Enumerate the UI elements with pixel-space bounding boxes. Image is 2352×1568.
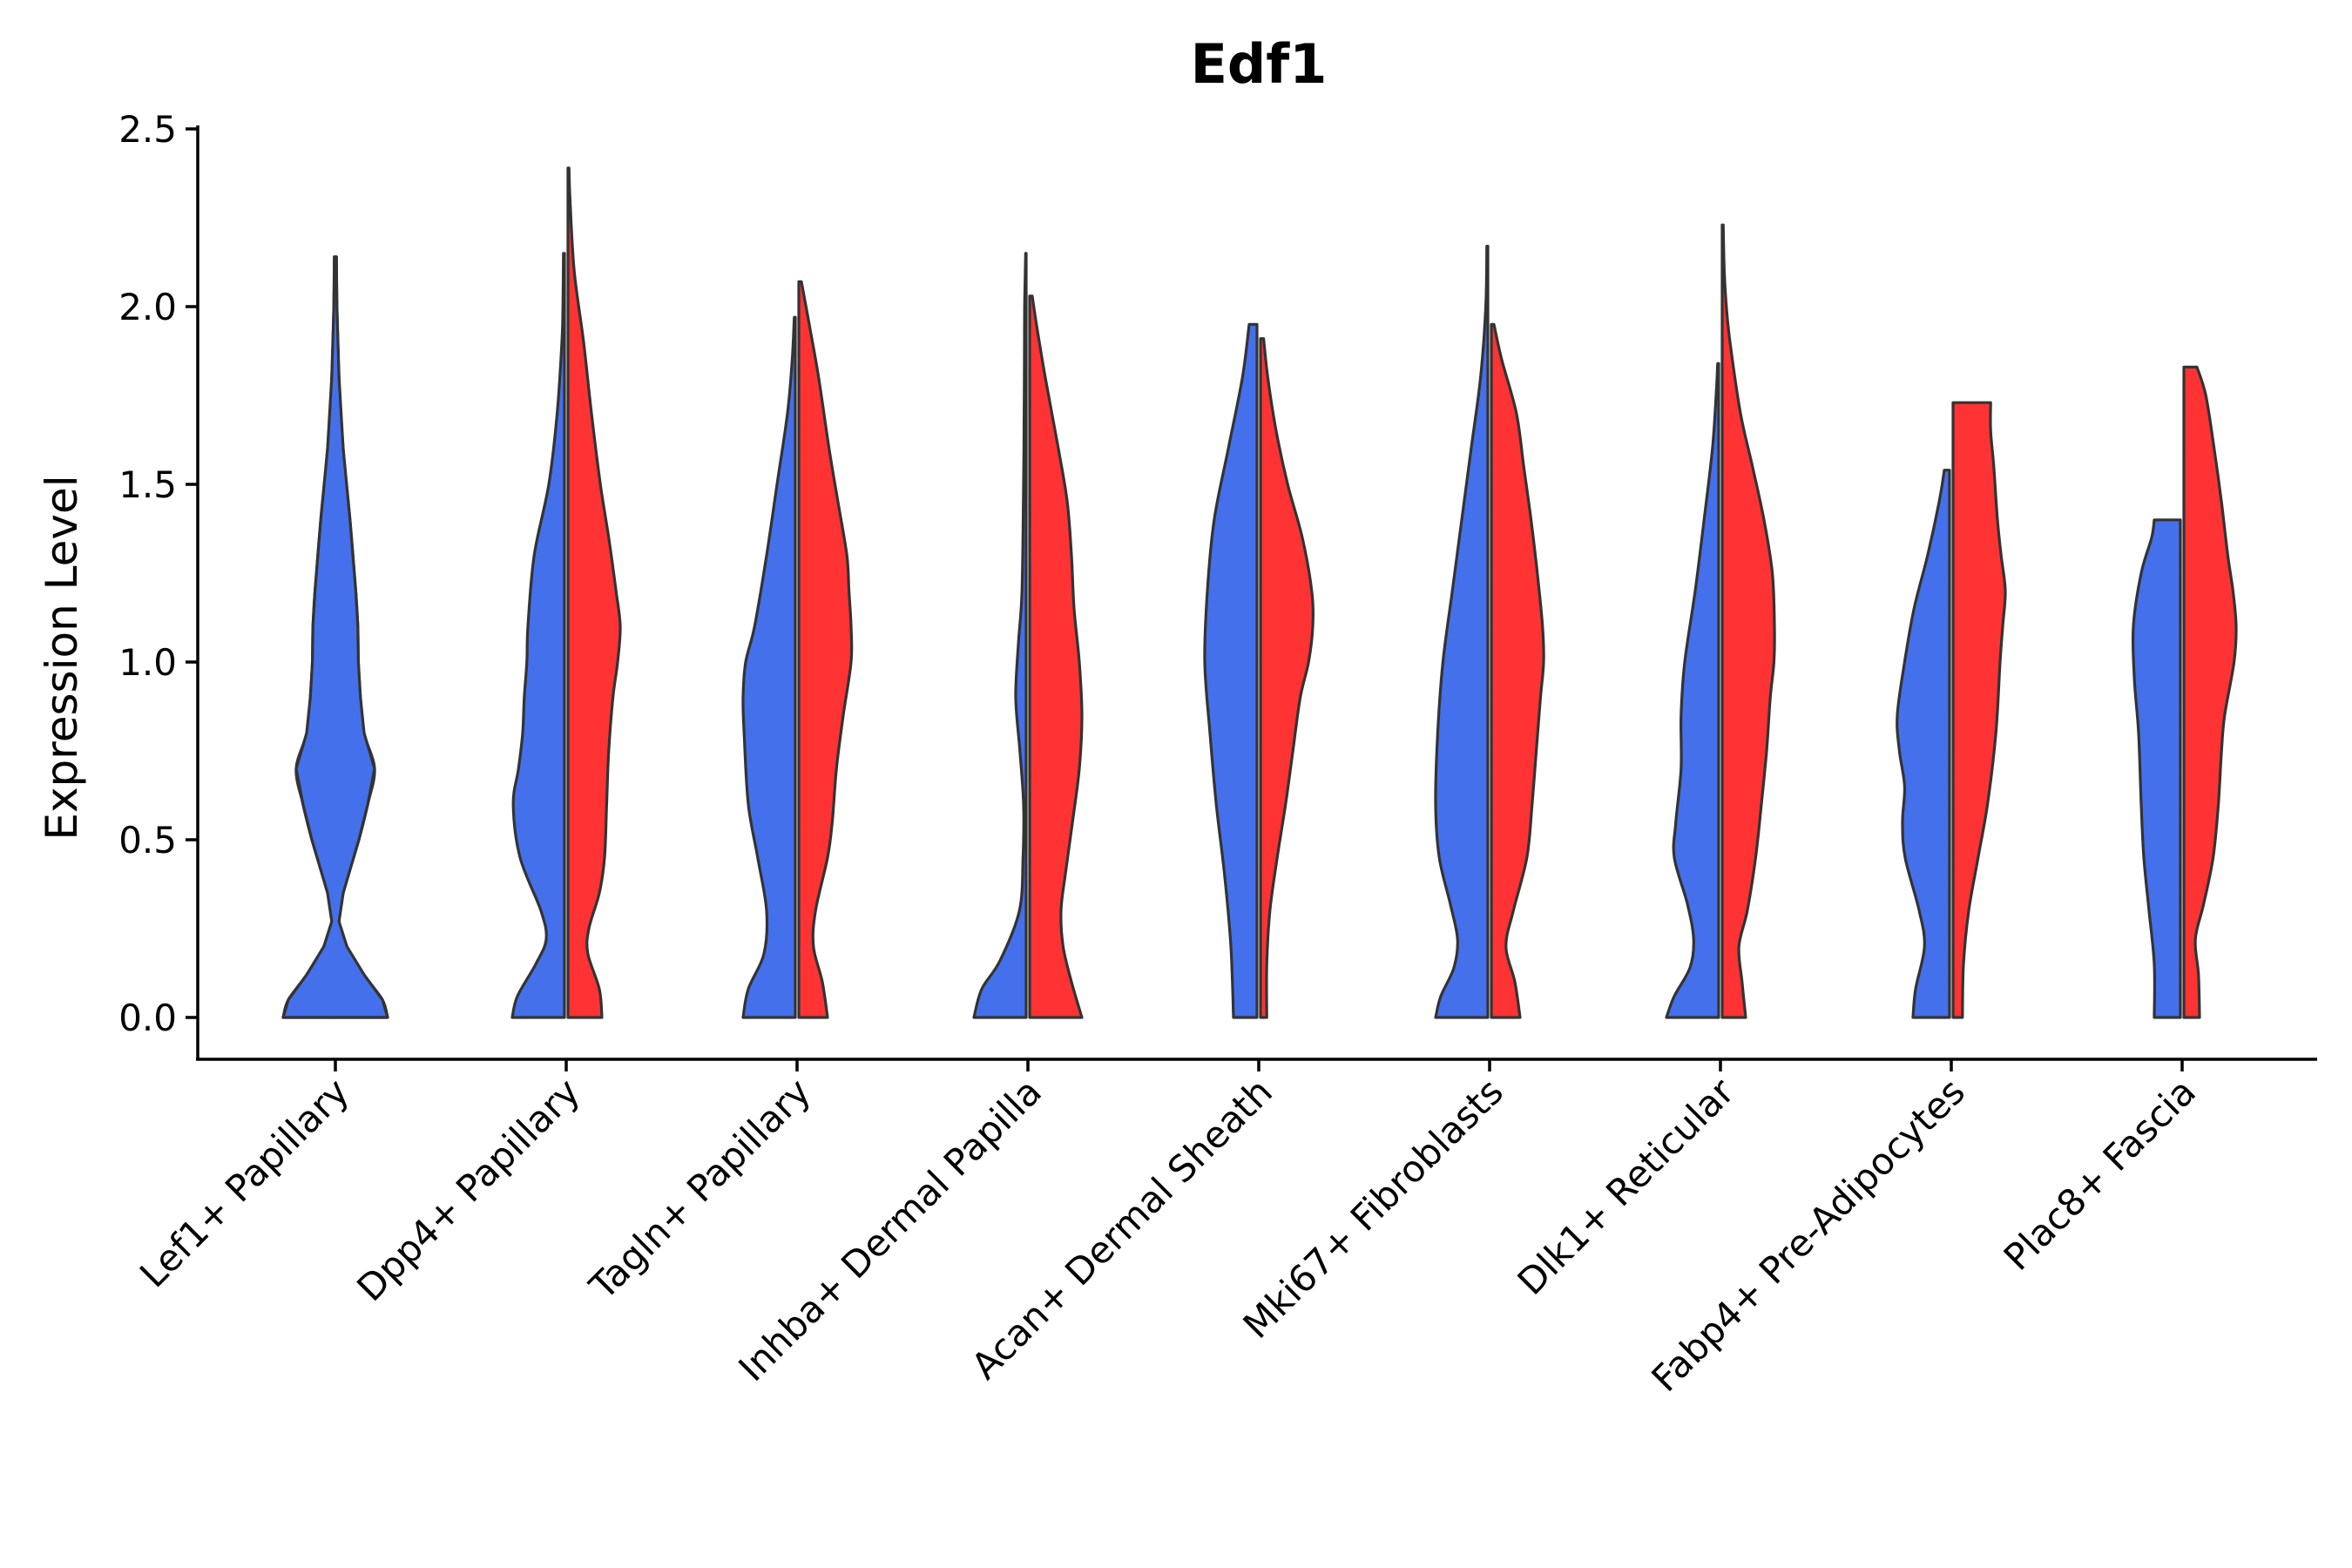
- violin-half-group-1: [1896, 469, 1951, 1019]
- violin-half-group-1: [1665, 362, 1720, 1019]
- violin-half-group-1: [2131, 518, 2182, 1019]
- violin-half-group-2: [566, 166, 622, 1019]
- y-tick-label: 2.5: [118, 108, 177, 151]
- violin-half-group-1: [1434, 245, 1490, 1019]
- violin-half-group-1: [741, 315, 797, 1019]
- violin-half-group-2: [797, 280, 854, 1019]
- x-tick-label: Dlk1+ Reticular: [1510, 1070, 1743, 1303]
- y-tick-label: 0.0: [118, 997, 177, 1039]
- chart-title: Edf1: [1191, 32, 1328, 96]
- violin-half-group-2: [1951, 401, 2007, 1019]
- x-tick-label: Tagln+ Papillary: [581, 1070, 819, 1308]
- violin-half-group-1: [510, 252, 566, 1019]
- violin-half-group-2: [1490, 322, 1545, 1019]
- y-tick-label: 1.0: [118, 641, 177, 684]
- violin-half-group-2: [1028, 294, 1084, 1019]
- x-tick-label: Plac8+ Fascia: [1996, 1070, 2204, 1278]
- violin-half-group-2: [1259, 337, 1315, 1019]
- violin-layer: [281, 166, 2238, 1019]
- x-tick-label: Dpp4+ Papillary: [348, 1070, 588, 1309]
- violin-half-group-1: [1203, 322, 1259, 1019]
- x-tick-label: Lef1+ Papillary: [132, 1070, 357, 1295]
- y-tick-label: 1.5: [118, 463, 177, 506]
- violin-half-group-1: [972, 252, 1028, 1019]
- violin-outline-group-1: [281, 255, 389, 1019]
- x-tick-label: Mki67+ Fibroblasts: [1235, 1070, 1511, 1346]
- y-tick-label: 2.0: [118, 286, 177, 328]
- y-axis: 0.0 0.5 1.0 1.5 2.0 2.5: [118, 108, 199, 1059]
- y-axis-title: Expression Level: [37, 475, 87, 840]
- violin-half-group-2: [1720, 223, 1776, 1019]
- violin-half-group-2: [2182, 365, 2238, 1019]
- y-tick-label: 0.5: [118, 819, 177, 862]
